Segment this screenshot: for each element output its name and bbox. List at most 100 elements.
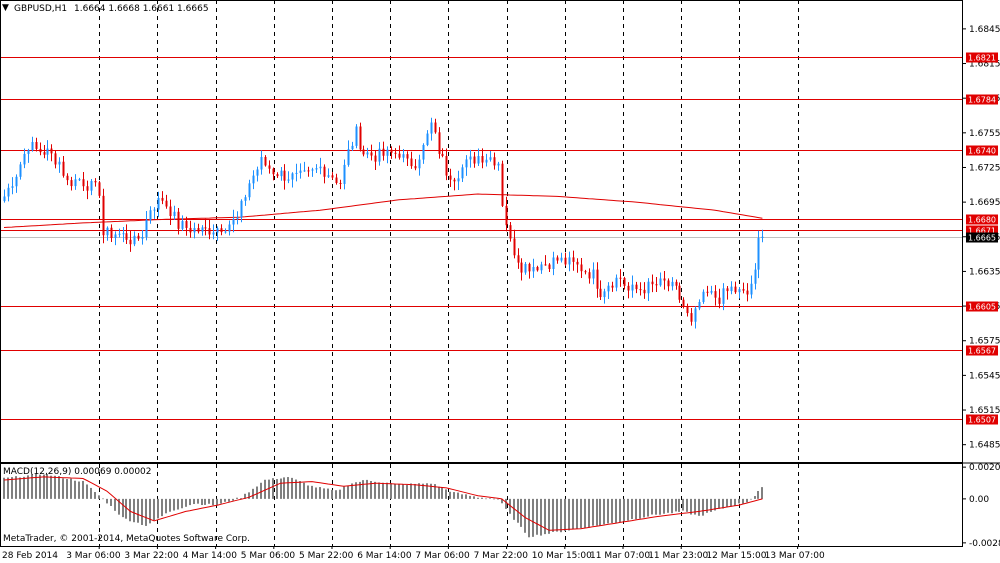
macd-bar <box>686 498 688 512</box>
candle-body-up <box>287 179 290 181</box>
candle-body-up <box>31 142 34 151</box>
candle-body-up <box>343 164 346 184</box>
macd-bar <box>710 498 712 512</box>
candle-body-up <box>260 157 263 170</box>
macd-bar <box>564 498 566 532</box>
macd-bar <box>438 486 440 499</box>
candle-body-down <box>283 170 286 181</box>
candle-body-up <box>355 126 358 146</box>
candle-body-down <box>572 257 575 262</box>
macd-bar <box>675 498 677 512</box>
macd-bar <box>224 498 226 502</box>
macd-bar <box>39 474 41 499</box>
macd-bar <box>177 498 179 510</box>
macd-bar <box>94 492 96 499</box>
macd-bar <box>299 481 301 499</box>
macd-bar <box>216 498 218 506</box>
macd-bar <box>197 498 199 504</box>
macd-bar <box>671 498 673 514</box>
macd-bar <box>319 487 321 499</box>
macd-bar <box>754 496 756 499</box>
macd-bar <box>430 483 432 499</box>
moving-average-line <box>3 193 763 228</box>
candle-body-down <box>382 148 385 156</box>
macd-bar <box>145 498 147 526</box>
price-tick-label: 1.6845 <box>969 25 1000 35</box>
candle-body-down <box>434 122 437 133</box>
macd-bar <box>497 498 499 500</box>
macd-bar <box>137 498 139 523</box>
macd-axis[interactable]: 0.00202 0.00 -0.0028 <box>963 463 1000 549</box>
level-tag <box>966 214 998 225</box>
candle-body-down <box>39 148 42 153</box>
macd-bar <box>260 482 262 499</box>
macd-bar <box>647 498 649 517</box>
candle-body-up <box>694 308 697 322</box>
price-tick-label: 1.6515 <box>969 406 1000 416</box>
macd-bar <box>473 496 475 499</box>
price-tick-label: 1.6635 <box>969 267 1000 277</box>
chart-collapse-icon[interactable]: ▼ <box>2 3 9 13</box>
candle-body-down <box>129 239 132 245</box>
macd-bar <box>643 498 645 518</box>
macd-bar <box>426 483 428 499</box>
macd-bar <box>623 498 625 522</box>
macd-bar <box>714 498 716 511</box>
candle-body-up <box>702 291 705 302</box>
candle-body-down <box>441 153 444 156</box>
macd-bar <box>335 490 337 499</box>
candle-body-up <box>7 187 10 197</box>
candle-body-up <box>532 266 535 272</box>
candle-body-down <box>584 271 587 273</box>
macd-bar <box>639 498 641 519</box>
candle-body-up <box>291 173 294 180</box>
candle-body-up <box>524 263 527 273</box>
macd-histogram <box>3 473 763 538</box>
candle-body-up <box>90 181 93 191</box>
candle-body-up <box>19 164 22 177</box>
candle-body-down <box>643 289 646 294</box>
candle-body-down <box>370 152 373 156</box>
macd-bar <box>78 481 80 499</box>
candle-body-down <box>544 264 547 266</box>
macd-bar <box>682 498 684 511</box>
macd-bar <box>599 498 601 526</box>
candle-body-down <box>331 175 334 178</box>
candle-body-down <box>599 288 602 298</box>
candle-body-down <box>690 313 693 322</box>
macd-bar <box>627 498 629 521</box>
time-axis[interactable]: 28 Feb 2014 3 Mar 06:00 3 Mar 22:00 4 Mar 1… <box>2 546 825 561</box>
macd-bar <box>761 487 763 499</box>
macd-bar <box>422 483 424 499</box>
macd-bar <box>129 498 131 522</box>
candle-body-down <box>611 285 614 288</box>
candle-body-down <box>445 155 448 176</box>
copyright: MetaTrader, © 2001-2014, MetaQuotes Soft… <box>3 534 250 544</box>
horizontal-level-lines[interactable] <box>0 57 963 420</box>
time-tick-label: 13 Mar 07:00 <box>765 551 825 561</box>
candle-body-down <box>102 195 105 236</box>
macd-bar <box>43 474 45 499</box>
candle-body-down <box>264 157 267 166</box>
macd-bar <box>445 489 447 499</box>
macd-bar <box>509 498 511 514</box>
macd-bar <box>185 498 187 507</box>
candle-body-down <box>276 174 279 177</box>
candle-body-up <box>122 233 125 235</box>
candle-body-up <box>145 219 148 238</box>
macd-bar <box>90 487 92 499</box>
symbol-timeframe: GBPUSD,H1 <box>14 4 67 14</box>
time-tick-label: 28 Feb 2014 <box>2 551 58 561</box>
candle-body-up <box>228 224 231 232</box>
macd-bar <box>556 498 558 532</box>
candle-body-up <box>607 285 610 292</box>
candle-body-down <box>493 157 496 166</box>
macd-bar <box>615 498 617 523</box>
macd-bar <box>204 498 206 505</box>
candle-body-up <box>3 196 6 202</box>
candle-body-up <box>319 166 322 169</box>
macd-bar <box>331 489 333 499</box>
candle-body-down <box>513 238 516 256</box>
level-tag <box>966 414 998 425</box>
